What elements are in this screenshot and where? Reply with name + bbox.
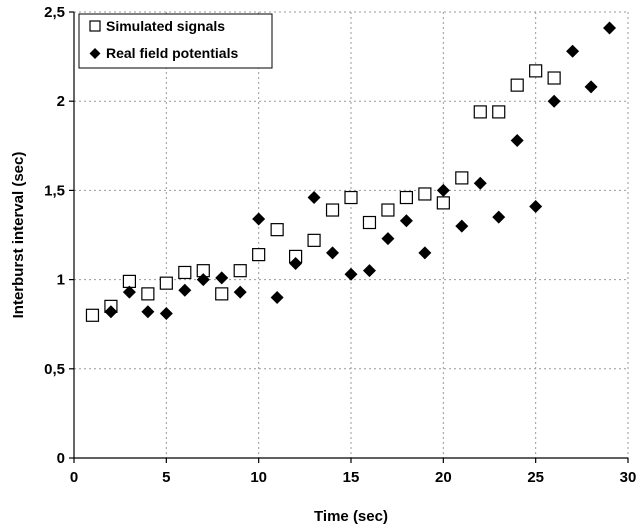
real-field-potential-point bbox=[455, 219, 469, 233]
x-tick-label: 30 bbox=[620, 469, 637, 486]
simulated-signal-point bbox=[473, 105, 487, 119]
real-field-potential-point bbox=[436, 183, 450, 197]
real-field-potential-point bbox=[381, 232, 395, 246]
real-field-potential-point bbox=[326, 246, 340, 260]
simulated-signal-point bbox=[492, 105, 506, 119]
x-tick-label: 25 bbox=[527, 469, 544, 486]
real-field-potential-point bbox=[418, 246, 432, 260]
simulated-signal-point bbox=[510, 78, 524, 92]
x-tick-label: 0 bbox=[70, 469, 78, 486]
simulated-signal-point bbox=[455, 171, 469, 185]
real-field-potential-point bbox=[510, 133, 524, 147]
simulated-signal-point bbox=[529, 64, 543, 78]
real-field-potential-point bbox=[344, 267, 358, 281]
tick-labels: 0 5 10 15 20 25 30 0 0,5 1 1,5 2 2,5 bbox=[44, 4, 636, 486]
simulated-signal-point bbox=[399, 190, 413, 205]
y-tick-label: 1,5 bbox=[44, 182, 65, 199]
real-field-potential-point bbox=[529, 199, 543, 213]
real-field-potential-point bbox=[289, 257, 303, 271]
legend: Simulated signals Real field potentials bbox=[78, 13, 273, 69]
real-field-potential-point bbox=[196, 273, 210, 287]
real-field-potential-point bbox=[362, 264, 376, 278]
real-field-potential-point bbox=[473, 176, 487, 190]
simulated-signal-point bbox=[178, 265, 192, 280]
simulated-signal-point bbox=[307, 233, 321, 247]
simulated-signal-point bbox=[344, 190, 358, 205]
grid bbox=[74, 11, 629, 458]
x-axis-title: Time (sec) bbox=[314, 508, 388, 525]
real-field-potential-point bbox=[399, 214, 413, 228]
real-field-potential-point bbox=[566, 44, 580, 58]
simulated-signal-point bbox=[141, 287, 155, 301]
real-field-potential-point bbox=[141, 305, 155, 319]
legend-marker-filled-diamond bbox=[89, 48, 101, 59]
simulated-signal-point bbox=[362, 215, 377, 230]
y-tick-label: 0 bbox=[57, 450, 65, 467]
real-field-potential-point bbox=[270, 290, 284, 304]
real-field-potential-point bbox=[122, 285, 136, 299]
simulated-signal-point bbox=[159, 276, 173, 290]
real-field-potential-point bbox=[233, 285, 247, 299]
simulated-signal-point bbox=[325, 203, 340, 217]
simulated-signal-point bbox=[233, 264, 247, 278]
legend-label-real: Real field potentials bbox=[106, 45, 238, 61]
legend-marker-open-square bbox=[89, 20, 101, 32]
simulated-signal-point bbox=[436, 196, 450, 210]
y-tick-label: 2,5 bbox=[44, 4, 65, 21]
x-tick-label: 10 bbox=[250, 469, 267, 486]
y-axis-title: Interburst interval (sec) bbox=[10, 152, 27, 319]
real-field-potential-point bbox=[547, 94, 561, 108]
y-tick-label: 2 bbox=[57, 93, 65, 110]
real-field-potential-point bbox=[215, 271, 229, 285]
legend-box bbox=[78, 13, 273, 69]
real-field-potential-point bbox=[307, 191, 321, 205]
y-tick-label: 0,5 bbox=[44, 361, 65, 378]
y-tick-label: 1 bbox=[57, 272, 65, 289]
real-field-potential-point bbox=[252, 212, 266, 226]
x-tick-label: 15 bbox=[343, 469, 360, 486]
simulated-signal-point bbox=[547, 71, 561, 85]
x-tick-label: 20 bbox=[435, 469, 452, 486]
legend-label-simulated: Simulated signals bbox=[106, 18, 225, 34]
real-field-potential-point bbox=[584, 80, 598, 94]
simulated-signal-point bbox=[85, 308, 100, 322]
simulated-signal-point bbox=[381, 203, 395, 217]
simulated-signal-point bbox=[122, 274, 137, 288]
real-field-potential-point bbox=[159, 306, 173, 320]
data-points bbox=[85, 21, 617, 322]
real-field-potential-point bbox=[603, 21, 617, 35]
real-field-potential-point bbox=[492, 210, 506, 224]
simulated-signal-point bbox=[270, 223, 284, 237]
real-field-potential-point bbox=[178, 283, 192, 297]
simulated-signal-point bbox=[215, 287, 229, 301]
simulated-signal-point bbox=[418, 187, 432, 201]
real-field-potential-point bbox=[104, 305, 118, 319]
x-tick-label: 5 bbox=[162, 469, 170, 486]
simulated-signal-point bbox=[252, 248, 266, 262]
